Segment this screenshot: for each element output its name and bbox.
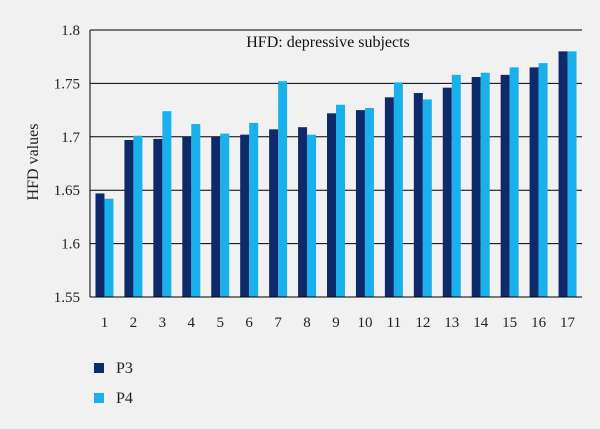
bar-p3-16 <box>529 67 539 297</box>
bar-p3-17 <box>558 51 568 297</box>
x-tick-label: 2 <box>130 315 138 331</box>
legend-swatch-p3 <box>94 363 104 373</box>
chart-title: HFD: depressive subjects <box>246 34 410 51</box>
bar-p4-12 <box>422 99 432 297</box>
legend-swatch-p4 <box>94 393 104 403</box>
bar-p3-3 <box>153 138 163 297</box>
bar-p4-11 <box>393 82 403 297</box>
x-tick-label: 12 <box>415 315 430 331</box>
x-tick-label: 7 <box>274 315 282 331</box>
bar-p3-2 <box>124 140 134 297</box>
bar-p3-10 <box>355 110 365 297</box>
bar-p4-15 <box>509 67 519 297</box>
bars <box>95 51 577 298</box>
legend-label-p3: P3 <box>116 360 133 377</box>
y-tick-label: 1.75 <box>54 76 80 92</box>
y-tick-label: 1.7 <box>61 130 80 146</box>
x-tick-label: 17 <box>560 315 576 331</box>
y-axis-title: HFD values <box>25 124 42 201</box>
x-tick-label: 9 <box>332 315 340 331</box>
bar-p4-6 <box>249 122 259 297</box>
x-tick-label: 8 <box>303 315 311 331</box>
bar-p3-14 <box>471 76 481 297</box>
x-tick-label: 5 <box>216 315 224 331</box>
bar-p4-14 <box>480 72 490 297</box>
bar-p4-10 <box>364 107 374 298</box>
bar-p4-17 <box>567 51 577 297</box>
bar-p4-5 <box>220 133 230 297</box>
bar-p4-7 <box>278 81 288 297</box>
x-tick-label: 13 <box>444 315 459 331</box>
y-tick-label: 1.8 <box>61 23 80 39</box>
bar-p4-1 <box>104 198 114 297</box>
bar-p4-2 <box>133 135 143 297</box>
bar-p3-13 <box>442 87 452 297</box>
bar-p4-13 <box>451 74 461 297</box>
x-tick-label: 14 <box>473 315 489 331</box>
bar-p4-9 <box>336 104 345 297</box>
bar-p3-4 <box>182 136 192 297</box>
x-tick-label: 11 <box>387 315 401 331</box>
bar-p3-9 <box>327 113 336 297</box>
y-tick-label: 1.6 <box>61 237 80 253</box>
legend-label-p4: P4 <box>116 390 133 407</box>
x-tick-label: 15 <box>502 315 517 331</box>
bar-p3-12 <box>413 93 423 298</box>
x-tick-label: 4 <box>188 315 196 331</box>
bar-p3-7 <box>269 129 279 297</box>
legend: P3 P4 <box>94 360 133 407</box>
bar-p4-4 <box>191 123 201 297</box>
bar-p3-11 <box>384 97 394 297</box>
bar-p4-3 <box>162 111 172 297</box>
bar-p3-1 <box>95 193 105 297</box>
bar-p3-8 <box>298 127 308 297</box>
bar-p4-16 <box>538 63 548 297</box>
bar-p3-15 <box>500 74 510 297</box>
bar-p3-6 <box>240 134 250 297</box>
x-tick-label: 3 <box>159 315 167 331</box>
y-tick-label: 1.65 <box>54 183 80 199</box>
y-tick-label: 1.55 <box>54 290 80 306</box>
x-tick-label: 10 <box>357 315 372 331</box>
x-tick-label: 1 <box>101 315 109 331</box>
x-tick-label: 6 <box>245 315 253 331</box>
axes: 1.551.61.651.71.751.81 2 3 4 5 6 7 8 9 10 11 12 13 14… <box>54 23 582 331</box>
bar-p3-5 <box>211 136 221 297</box>
bar-p4-8 <box>307 134 317 297</box>
x-tick-label: 16 <box>531 315 547 331</box>
